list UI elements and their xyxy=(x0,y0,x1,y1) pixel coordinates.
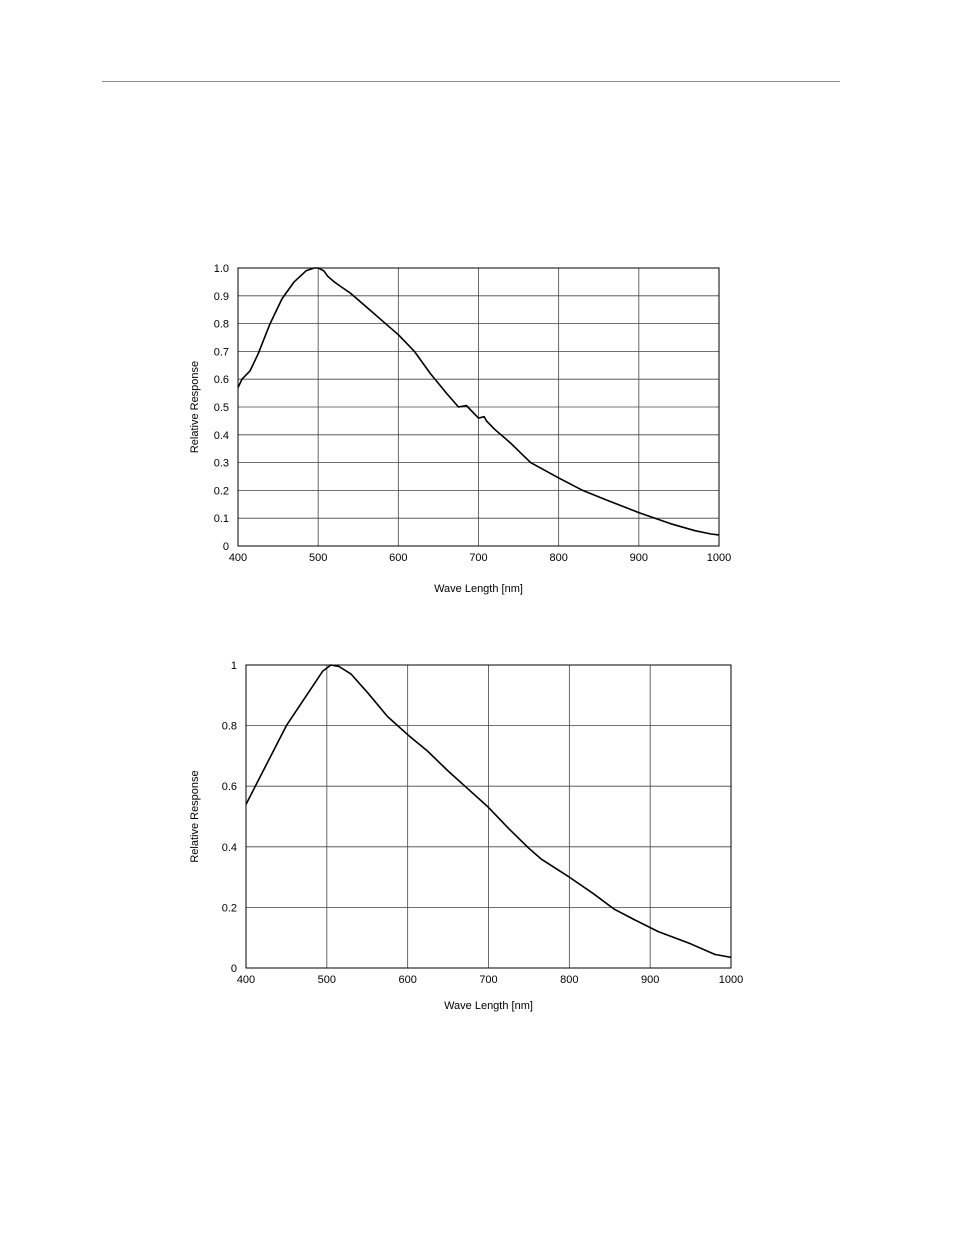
x-tick-label: 600 xyxy=(398,974,416,986)
y-tick-label: 0 xyxy=(231,963,237,975)
response-curve xyxy=(237,267,720,536)
plot-frame xyxy=(237,267,720,547)
response-curve xyxy=(245,664,732,959)
y-tick-label: 0.6 xyxy=(222,781,237,793)
x-tick-label: 500 xyxy=(309,552,327,564)
x-tick-label: 800 xyxy=(560,974,578,986)
x-axis-title: Wave Length [nm] xyxy=(444,1000,533,1012)
y-tick-label: 0.4 xyxy=(214,430,229,442)
relative-response-chart-1: 400 500 600 700 800 900 1000 0 0.1 0.2 0.3 0.4 0.5 0.… xyxy=(189,263,731,595)
y-tick-label: 1 xyxy=(231,660,237,672)
y-tick-label: 0.2 xyxy=(222,902,237,914)
x-tick-label: 900 xyxy=(641,974,659,986)
plot-frame xyxy=(245,664,732,969)
y-tick-label: 0 xyxy=(223,541,229,553)
x-axis-title: Wave Length [nm] xyxy=(434,583,523,595)
y-axis-title: Relative Response xyxy=(189,361,201,453)
x-tick-label: 600 xyxy=(389,552,407,564)
y-tick-label: 0.6 xyxy=(214,374,229,386)
x-tick-label: 1000 xyxy=(719,974,743,986)
x-tick-label: 900 xyxy=(630,552,648,564)
y-tick-label: 0.7 xyxy=(214,346,229,358)
y-tick-label: 0.8 xyxy=(222,721,237,733)
y-tick-label: 0.4 xyxy=(222,842,237,854)
x-tick-label: 700 xyxy=(469,552,487,564)
x-tick-label: 700 xyxy=(479,974,497,986)
header-rule xyxy=(102,81,840,82)
x-tick-label: 800 xyxy=(549,552,567,564)
y-tick-label: 0.9 xyxy=(214,291,229,303)
y-axis-title: Relative Response xyxy=(189,770,201,862)
y-tick-label: 0.8 xyxy=(214,319,229,331)
y-tick-label: 0.1 xyxy=(214,513,229,525)
x-tick-label: 400 xyxy=(229,552,247,564)
y-tick-label: 0.5 xyxy=(214,402,229,414)
y-tick-label: 0.3 xyxy=(214,458,229,470)
y-tick-label: 0.2 xyxy=(214,485,229,497)
x-tick-label: 500 xyxy=(318,974,336,986)
x-tick-label: 1000 xyxy=(707,552,731,564)
x-tick-label: 400 xyxy=(237,974,255,986)
y-tick-label: 1.0 xyxy=(214,263,229,275)
